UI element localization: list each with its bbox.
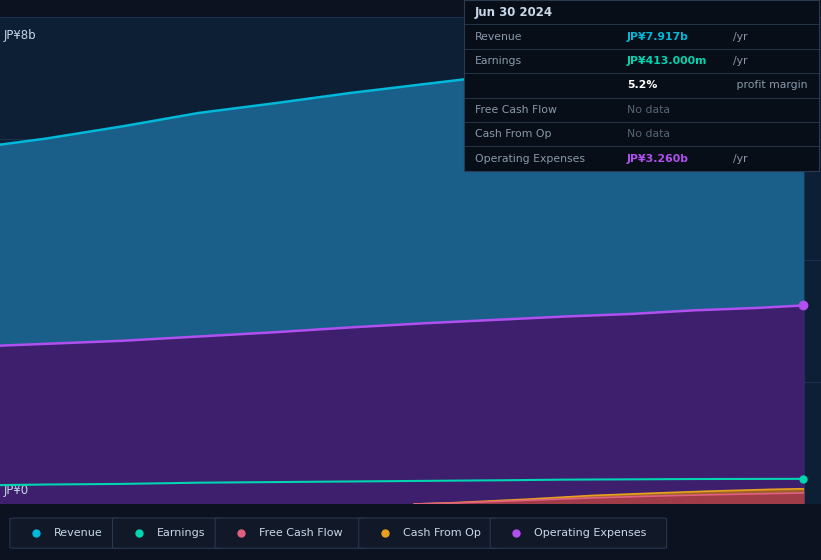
Text: Cash From Op: Cash From Op: [475, 129, 551, 139]
FancyBboxPatch shape: [490, 518, 667, 548]
Text: Jun 30 2024: Jun 30 2024: [475, 6, 553, 18]
Text: Operating Expenses: Operating Expenses: [534, 528, 647, 538]
Text: 5.2%: 5.2%: [627, 81, 658, 90]
Text: Earnings: Earnings: [157, 528, 205, 538]
Text: Revenue: Revenue: [475, 31, 522, 41]
Text: Free Cash Flow: Free Cash Flow: [259, 528, 343, 538]
Text: /yr: /yr: [733, 31, 748, 41]
Text: Earnings: Earnings: [475, 56, 521, 66]
Text: JP¥7.917b: JP¥7.917b: [627, 31, 689, 41]
Text: JP¥3.260b: JP¥3.260b: [627, 153, 689, 164]
Text: profit margin: profit margin: [733, 81, 808, 90]
Text: JP¥413.000m: JP¥413.000m: [627, 56, 708, 66]
Text: No data: No data: [627, 129, 670, 139]
FancyBboxPatch shape: [10, 518, 121, 548]
Text: Operating Expenses: Operating Expenses: [475, 153, 585, 164]
FancyBboxPatch shape: [112, 518, 223, 548]
Text: /yr: /yr: [733, 56, 748, 66]
FancyBboxPatch shape: [359, 518, 498, 548]
Text: Free Cash Flow: Free Cash Flow: [475, 105, 557, 115]
Text: No data: No data: [627, 105, 670, 115]
Text: Cash From Op: Cash From Op: [403, 528, 481, 538]
Text: JP¥0: JP¥0: [4, 484, 30, 497]
FancyBboxPatch shape: [215, 518, 367, 548]
Text: JP¥8b: JP¥8b: [4, 29, 37, 42]
Text: /yr: /yr: [733, 153, 748, 164]
Text: Revenue: Revenue: [54, 528, 103, 538]
